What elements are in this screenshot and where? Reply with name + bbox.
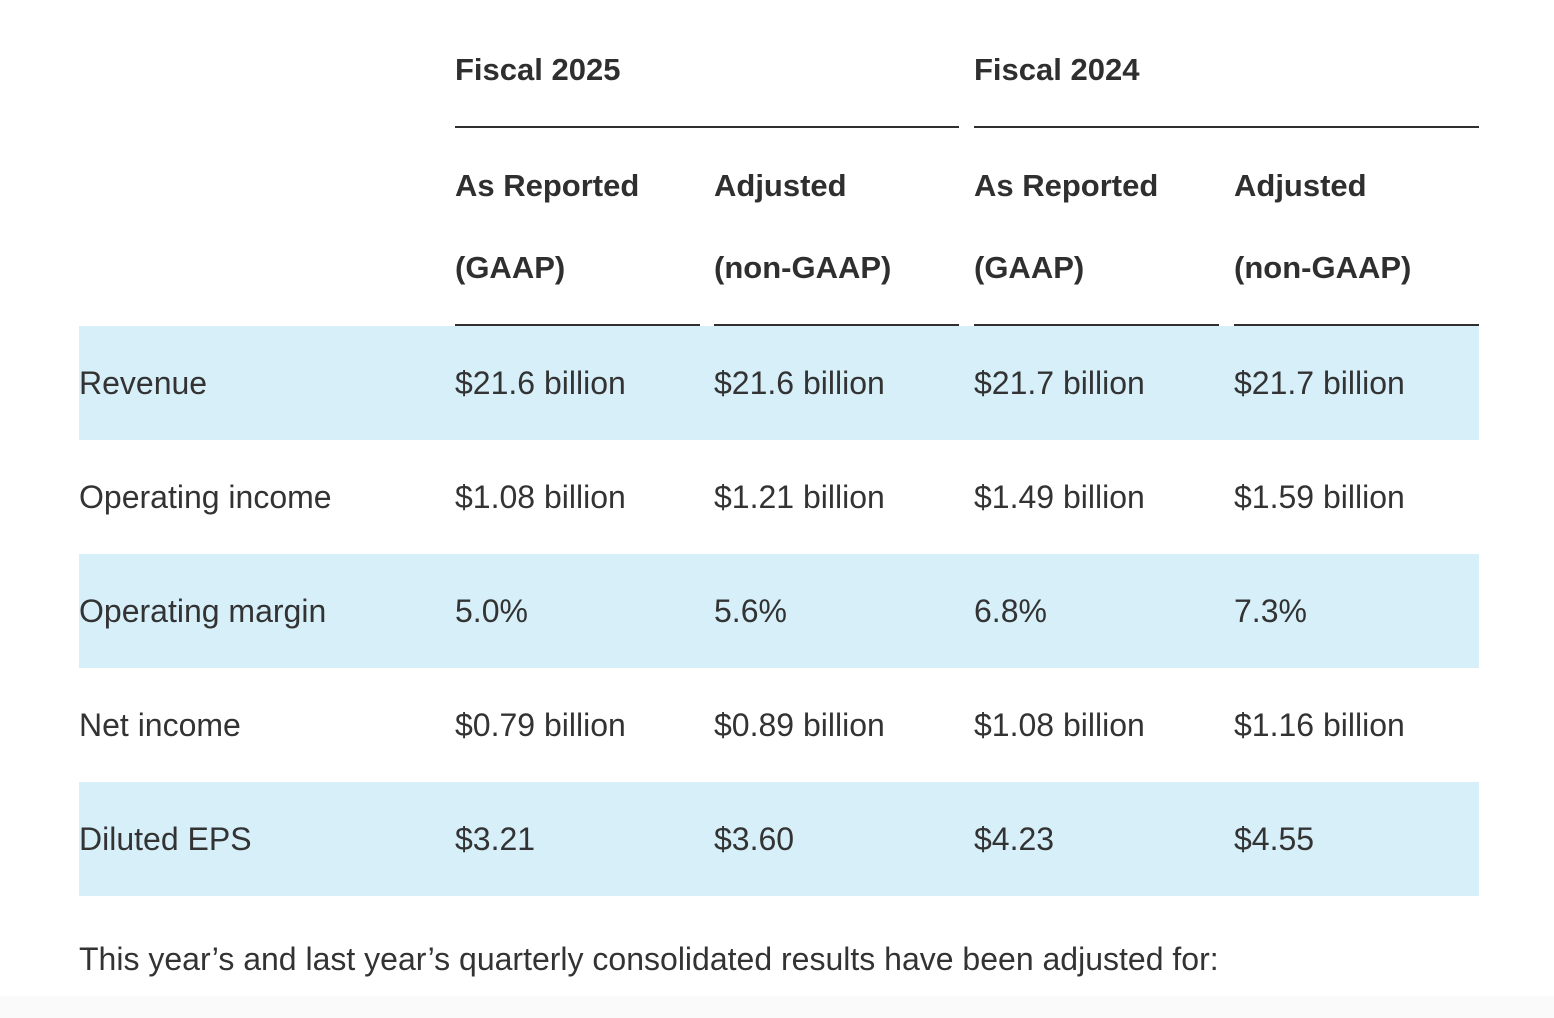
table-cell: 5.6% bbox=[714, 593, 787, 629]
table-cell: $21.7 billion bbox=[974, 365, 1145, 401]
subheader-2025-as-reported-line2: (GAAP) bbox=[455, 250, 566, 285]
table-cell: $1.16 billion bbox=[1234, 707, 1405, 743]
table-cell: $4.23 bbox=[974, 821, 1055, 857]
table-cell: $1.49 billion bbox=[974, 479, 1145, 515]
column-rule-2025-as-reported bbox=[455, 324, 700, 326]
subheader-2024-adjusted-line2: (non-GAAP) bbox=[1234, 250, 1412, 285]
table-cell: $1.59 billion bbox=[1234, 479, 1405, 515]
subheader-2024-as-reported-line2: (GAAP) bbox=[974, 250, 1085, 285]
table-row-revenue: Revenue $21.6 billion $21.6 billion $21.… bbox=[79, 326, 1479, 440]
group-header-fiscal-2024: Fiscal 2024 bbox=[974, 52, 1140, 87]
group-rule-fiscal-2024 bbox=[974, 126, 1479, 128]
table-cell: $0.79 billion bbox=[455, 707, 626, 743]
subheader-2025-adjusted-line1: Adjusted bbox=[714, 168, 847, 203]
table-cell: $0.89 billion bbox=[714, 707, 885, 743]
group-header-fiscal-2025: Fiscal 2025 bbox=[455, 52, 621, 87]
row-label: Net income bbox=[79, 707, 241, 743]
table-cell: $1.08 billion bbox=[974, 707, 1145, 743]
table-cell: $21.6 billion bbox=[455, 365, 626, 401]
column-rule-2024-adjusted bbox=[1234, 324, 1479, 326]
row-label: Operating margin bbox=[79, 593, 327, 629]
column-rule-2024-as-reported bbox=[974, 324, 1219, 326]
table-cell: 7.3% bbox=[1234, 593, 1307, 629]
table-cell: 5.0% bbox=[455, 593, 528, 629]
subheader-2025-adjusted-line2: (non-GAAP) bbox=[714, 250, 892, 285]
table-row-operating-margin: Operating margin 5.0% 5.6% 6.8% 7.3% bbox=[79, 554, 1479, 668]
table-cell: 6.8% bbox=[974, 593, 1047, 629]
table-cell: $3.60 bbox=[714, 821, 795, 857]
table-cell: $21.7 billion bbox=[1234, 365, 1405, 401]
row-label: Diluted EPS bbox=[79, 821, 252, 857]
bottom-edge bbox=[0, 996, 1554, 1018]
footnote-text: This year’s and last year’s quarterly co… bbox=[79, 941, 1219, 977]
row-label: Revenue bbox=[79, 365, 208, 401]
table-cell: $4.55 bbox=[1234, 821, 1315, 857]
table-row-operating-income: Operating income $1.08 billion $1.21 bil… bbox=[79, 440, 1479, 554]
group-rule-fiscal-2025 bbox=[455, 126, 959, 128]
subheader-2024-as-reported-line1: As Reported bbox=[974, 168, 1159, 203]
subheader-2024-adjusted-line1: Adjusted bbox=[1234, 168, 1367, 203]
subheader-2025-as-reported-line1: As Reported bbox=[455, 168, 640, 203]
table-cell: $1.08 billion bbox=[455, 479, 626, 515]
table-cell: $21.6 billion bbox=[714, 365, 885, 401]
table-cell: $3.21 bbox=[455, 821, 536, 857]
table-row-net-income: Net income $0.79 billion $0.89 billion $… bbox=[79, 668, 1479, 782]
table-cell: $1.21 billion bbox=[714, 479, 885, 515]
row-label: Operating income bbox=[79, 479, 332, 515]
column-rule-2025-adjusted bbox=[714, 324, 959, 326]
table-row-diluted-eps: Diluted EPS $3.21 $3.60 $4.23 $4.55 bbox=[79, 782, 1479, 896]
